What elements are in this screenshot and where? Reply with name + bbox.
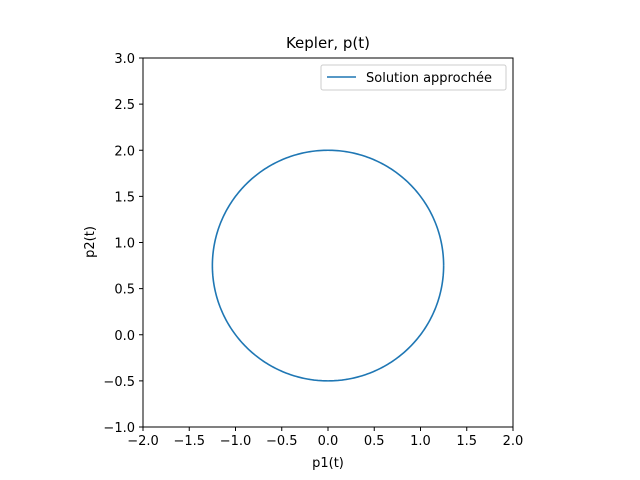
legend: Solution approchée [320,64,507,91]
y-tick-label: 1.5 [114,190,135,205]
y-tick-label: 0.0 [114,329,135,344]
x-tick-label: 0.0 [318,434,339,449]
x-tick-label: −1.5 [173,434,205,449]
x-tick-label: −2.0 [127,434,159,449]
y-tick-label: 1.0 [114,237,135,252]
chart-title: Kepler, p(t) [286,34,370,52]
y-axis-ticks: −1.0 −0.5 0.0 0.5 1.0 1.5 2.0 2.5 3.0 [103,52,143,436]
y-tick-label: 3.0 [114,52,135,67]
x-tick-label: −1.0 [220,434,252,449]
y-tick-label: −0.5 [103,375,135,390]
x-axis-label: p1(t) [312,456,344,471]
legend-box [320,64,507,91]
x-tick-label: 2.0 [503,434,524,449]
axes-frame [142,57,514,428]
series-line-solution [211,149,445,382]
x-tick-label: 0.5 [364,434,385,449]
x-axis-ticks: −2.0 −1.5 −1.0 −0.5 0.0 0.5 1.0 1.5 2.0 [127,427,523,449]
x-tick-label: 1.5 [456,434,477,449]
y-tick-label: −1.0 [103,421,135,436]
y-tick-label: 2.0 [114,144,135,159]
x-tick-label: −0.5 [266,434,298,449]
y-axis-label: p2(t) [83,226,98,258]
x-tick-label: 1.0 [410,434,431,449]
legend-label-solution: Solution approchée [366,71,492,86]
y-tick-label: 0.5 [114,283,135,298]
plot-area [211,149,445,382]
y-tick-label: 2.5 [114,98,135,113]
